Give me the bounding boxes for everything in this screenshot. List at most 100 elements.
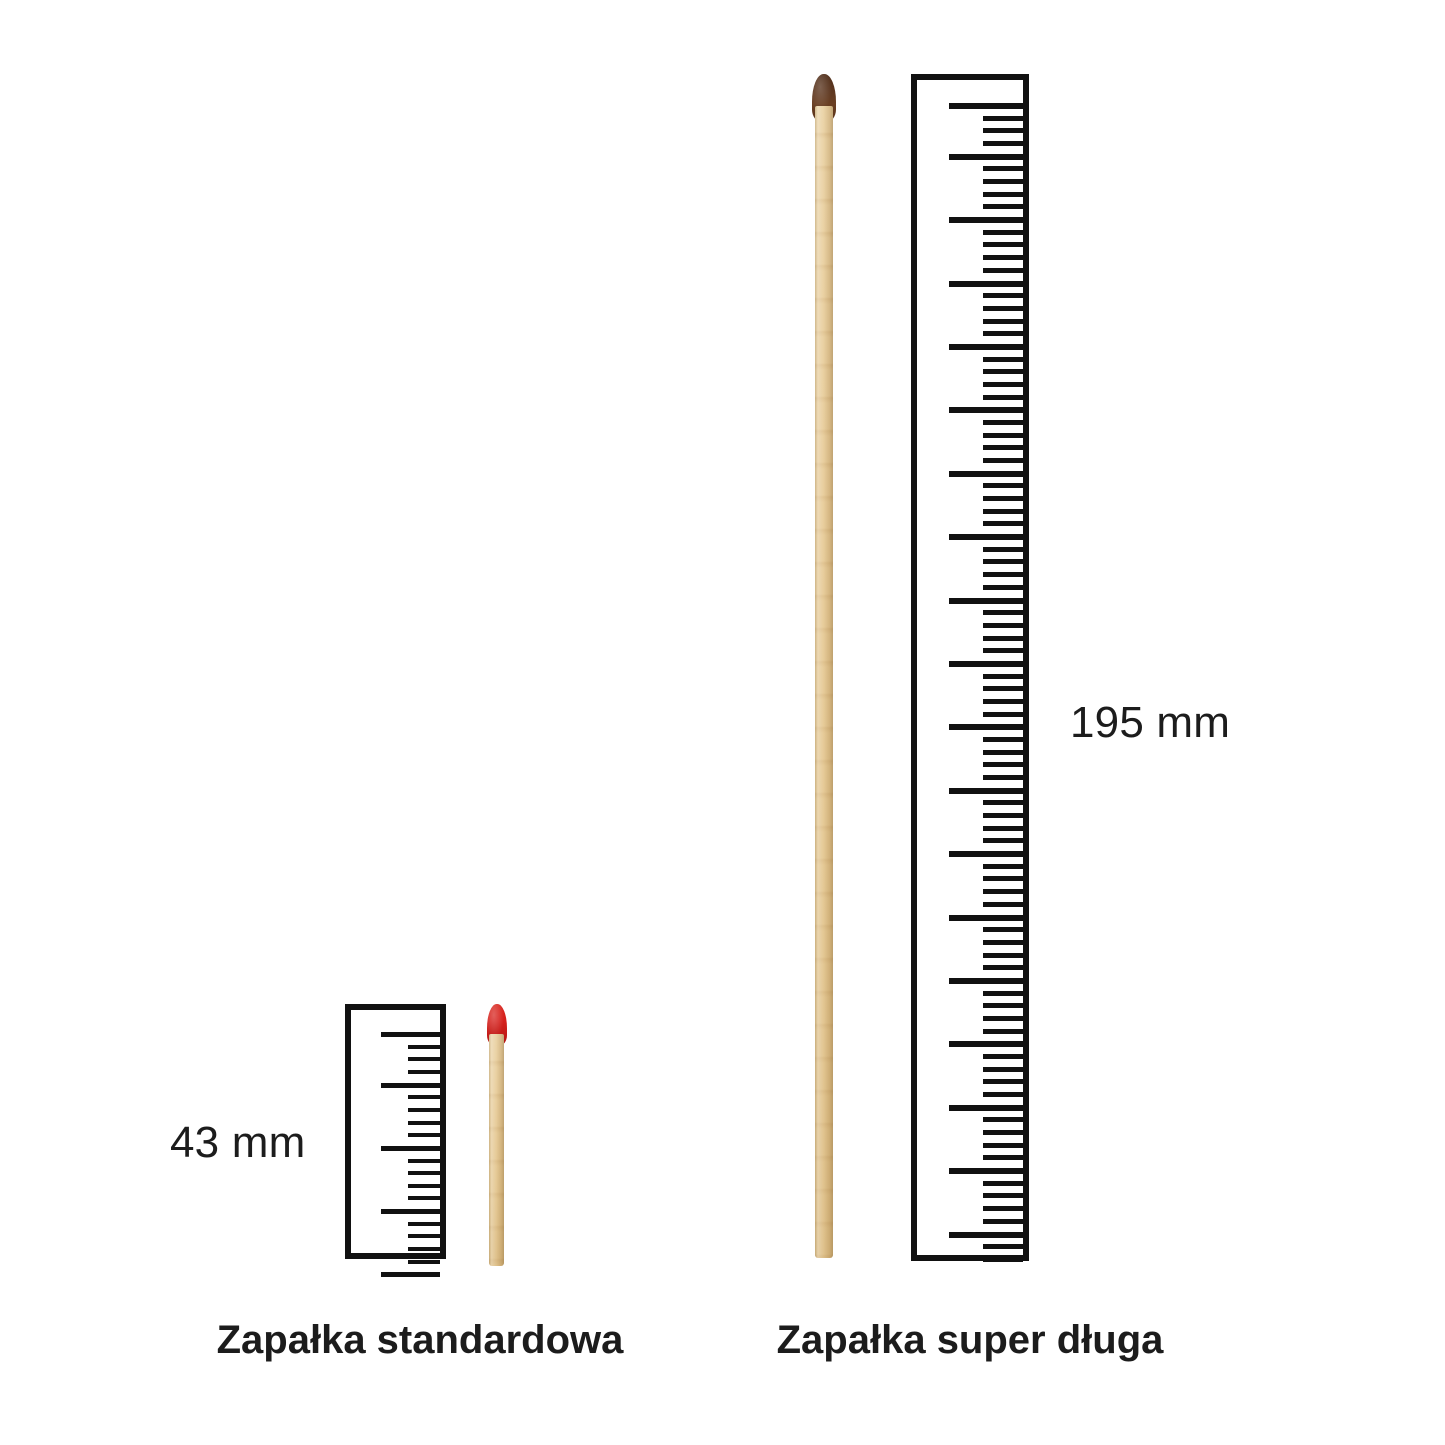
ruler-tick-major bbox=[948, 1231, 1023, 1238]
ruler-tick-minor bbox=[982, 737, 1023, 742]
ruler-tick-minor bbox=[982, 356, 1023, 362]
super-long-ruler bbox=[911, 74, 1029, 1262]
ruler-tick-minor bbox=[982, 584, 1023, 590]
ruler-tick-major bbox=[381, 1145, 440, 1151]
ruler-tick-minor bbox=[982, 1028, 1023, 1034]
ruler-tick-major bbox=[948, 343, 1023, 350]
ruler-tick-minor bbox=[982, 293, 1023, 299]
ruler-tick-major bbox=[381, 1272, 440, 1278]
ruler-tick-major bbox=[381, 1032, 440, 1037]
ruler-tick-minor bbox=[982, 876, 1023, 882]
ruler-tick-minor bbox=[407, 1069, 440, 1074]
ruler-tick-minor bbox=[982, 204, 1023, 210]
ruler-tick-minor bbox=[407, 1133, 440, 1138]
ruler-tick-minor bbox=[982, 749, 1023, 755]
ruler-tick-minor bbox=[982, 445, 1023, 451]
ruler-tick-minor bbox=[982, 1003, 1023, 1009]
ruler-tick-minor bbox=[982, 610, 1023, 616]
ruler-tick-minor bbox=[982, 889, 1023, 895]
ruler-tick-major bbox=[948, 280, 1023, 287]
ruler-tick-minor bbox=[982, 179, 1023, 185]
ruler-tick-minor bbox=[982, 458, 1023, 464]
standard-ruler-ticks bbox=[351, 1010, 440, 1278]
ruler-tick-minor bbox=[982, 686, 1023, 692]
ruler-tick-major bbox=[948, 787, 1023, 794]
ruler-tick-minor bbox=[982, 901, 1023, 907]
ruler-tick-minor bbox=[982, 229, 1023, 235]
ruler-tick-major bbox=[948, 534, 1023, 541]
ruler-tick-major bbox=[948, 1168, 1023, 1175]
ruler-tick-minor bbox=[982, 990, 1023, 996]
ruler-tick-minor bbox=[982, 1206, 1023, 1212]
ruler-tick-minor bbox=[982, 762, 1023, 768]
ruler-tick-minor bbox=[982, 115, 1023, 121]
ruler-tick-minor bbox=[982, 1142, 1023, 1148]
standard-match bbox=[487, 1004, 507, 1266]
ruler-tick-minor bbox=[982, 1193, 1023, 1199]
ruler-tick-minor bbox=[982, 1244, 1023, 1250]
ruler-tick-minor bbox=[407, 1107, 440, 1112]
ruler-tick-minor bbox=[982, 166, 1023, 172]
ruler-tick-minor bbox=[982, 381, 1023, 387]
ruler-tick-minor bbox=[982, 331, 1023, 337]
ruler-tick-minor bbox=[982, 1066, 1023, 1072]
ruler-tick-minor bbox=[982, 318, 1023, 324]
ruler-tick-minor bbox=[407, 1044, 440, 1049]
ruler-tick-major bbox=[948, 217, 1023, 224]
ruler-tick-major bbox=[948, 103, 1023, 109]
ruler-tick-minor bbox=[982, 813, 1023, 819]
ruler-tick-minor bbox=[982, 1130, 1023, 1136]
ruler-tick-minor bbox=[407, 1234, 440, 1239]
ruler-tick-minor bbox=[982, 141, 1023, 147]
ruler-tick-minor bbox=[982, 800, 1023, 806]
ruler-tick-minor bbox=[982, 394, 1023, 400]
ruler-tick-minor bbox=[982, 939, 1023, 945]
ruler-tick-minor bbox=[982, 483, 1023, 489]
standard-match-group: 43 mm Zapałka standardowa bbox=[0, 0, 700, 1445]
ruler-tick-minor bbox=[982, 267, 1023, 273]
ruler-tick-minor bbox=[982, 711, 1023, 717]
ruler-tick-minor bbox=[982, 191, 1023, 197]
ruler-tick-minor bbox=[982, 1117, 1023, 1123]
ruler-tick-minor bbox=[982, 255, 1023, 261]
ruler-tick-minor bbox=[407, 1095, 440, 1100]
ruler-tick-minor bbox=[982, 128, 1023, 134]
ruler-tick-minor bbox=[982, 572, 1023, 578]
ruler-tick-major bbox=[381, 1209, 440, 1215]
ruler-tick-minor bbox=[982, 838, 1023, 844]
ruler-tick-minor bbox=[982, 952, 1023, 958]
ruler-tick-minor bbox=[982, 1256, 1023, 1262]
ruler-tick-minor bbox=[982, 496, 1023, 502]
ruler-tick-minor bbox=[982, 1218, 1023, 1224]
ruler-tick-minor bbox=[407, 1057, 440, 1062]
ruler-tick-minor bbox=[982, 965, 1023, 971]
standard-match-caption: Zapałka standardowa bbox=[216, 1318, 624, 1362]
ruler-tick-minor bbox=[982, 673, 1023, 679]
ruler-tick-major bbox=[948, 851, 1023, 858]
ruler-tick-minor bbox=[982, 622, 1023, 628]
ruler-tick-minor bbox=[982, 1015, 1023, 1021]
standard-ruler bbox=[345, 1004, 446, 1278]
ruler-tick-minor bbox=[982, 1155, 1023, 1161]
ruler-tick-minor bbox=[982, 635, 1023, 641]
ruler-tick-minor bbox=[982, 546, 1023, 552]
ruler-tick-minor bbox=[982, 927, 1023, 933]
ruler-tick-minor bbox=[407, 1259, 440, 1264]
ruler-tick-minor bbox=[982, 521, 1023, 527]
ruler-tick-major bbox=[948, 1041, 1023, 1048]
ruler-tick-major bbox=[381, 1082, 440, 1088]
ruler-tick-minor bbox=[982, 1092, 1023, 1098]
ruler-tick-minor bbox=[982, 648, 1023, 654]
ruler-tick-minor bbox=[407, 1183, 440, 1188]
ruler-tick-minor bbox=[982, 242, 1023, 248]
ruler-tick-minor bbox=[982, 825, 1023, 831]
ruler-tick-major bbox=[948, 977, 1023, 984]
ruler-tick-major bbox=[948, 914, 1023, 921]
ruler-tick-minor bbox=[982, 863, 1023, 869]
ruler-tick-minor bbox=[407, 1196, 440, 1201]
super-long-match-stick bbox=[815, 106, 833, 1258]
ruler-tick-minor bbox=[407, 1120, 440, 1125]
super-long-ruler-ticks bbox=[917, 80, 1023, 1262]
standard-dimension-label: 43 mm bbox=[170, 1118, 306, 1167]
